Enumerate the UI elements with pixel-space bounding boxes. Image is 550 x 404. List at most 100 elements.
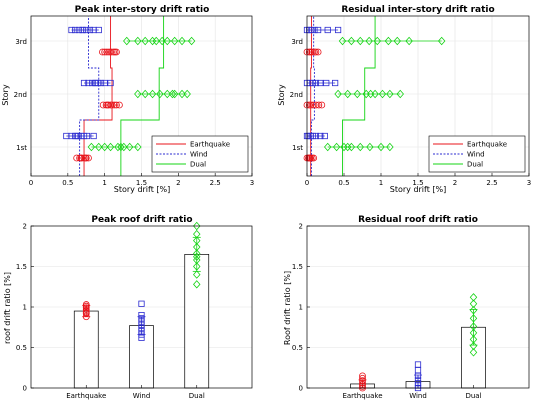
plot-frame <box>306 15 530 177</box>
y-tick-label: 2nd <box>290 91 303 99</box>
data-point-wind <box>138 334 145 341</box>
envelope-line-earthquake <box>83 16 113 176</box>
x-tick-label: 1.5 <box>412 179 423 187</box>
x-tick-label: 1 <box>102 179 106 187</box>
data-point-dual <box>365 36 373 46</box>
data-point-wind <box>324 26 331 34</box>
data-point-dual <box>386 89 394 99</box>
data-point-earthquake <box>116 101 123 109</box>
y-tick-label: 2 <box>23 223 27 231</box>
data-point-dual <box>343 142 352 152</box>
x-tick-label: Dual <box>189 392 205 400</box>
data-point-wind <box>68 26 75 34</box>
data-point-dual <box>353 89 362 99</box>
x-tick-label: 0 <box>29 179 33 187</box>
x-tick-label: 0.5 <box>62 179 73 187</box>
data-point-earthquake <box>318 101 326 109</box>
data-point-earthquake <box>99 48 106 56</box>
x-tick-label: 2 <box>176 179 180 187</box>
data-point-dual <box>338 36 347 46</box>
x-tick-label: 0 <box>305 179 309 187</box>
data-point-dual <box>158 36 166 46</box>
y-tick-label: 0 <box>299 385 303 393</box>
data-point-earthquake <box>99 101 107 109</box>
data-point-dual <box>163 89 172 99</box>
data-point-earthquake <box>110 101 118 109</box>
y-tick-label: 0.5 <box>16 344 27 352</box>
data-point-dual <box>178 36 186 46</box>
data-point-dual <box>117 142 125 152</box>
x-tick-label: Dual <box>465 392 481 400</box>
data-point-dual <box>393 36 402 46</box>
data-point-dual <box>323 142 332 152</box>
y-tick-label: 0.5 <box>292 344 303 352</box>
data-point-wind <box>73 132 80 140</box>
data-point-dual <box>141 89 149 99</box>
y-axis-label: Story <box>1 84 10 105</box>
data-point-dual <box>469 348 478 357</box>
data-point-wind <box>332 79 339 87</box>
data-point-earthquake <box>307 101 315 109</box>
bar-wind <box>129 325 154 389</box>
data-point-dual <box>156 89 164 99</box>
plot-frame <box>306 225 530 389</box>
data-point-earthquake <box>312 48 320 56</box>
data-point-earthquake <box>108 101 116 109</box>
data-point-wind <box>90 132 97 140</box>
data-point-earthquake <box>314 48 322 56</box>
data-point-wind <box>312 132 319 140</box>
data-point-dual <box>95 142 103 152</box>
data-point-dual <box>120 142 128 152</box>
data-point-dual <box>340 142 348 152</box>
x-tick-label: Wind <box>133 392 151 400</box>
data-point-dual <box>366 142 374 152</box>
data-point-dual <box>356 36 365 46</box>
data-point-dual <box>87 142 96 152</box>
data-point-dual <box>152 36 160 46</box>
data-point-wind <box>101 79 108 87</box>
data-point-dual <box>373 36 382 46</box>
data-point-dual <box>148 89 157 99</box>
data-point-dual <box>334 89 342 99</box>
y-tick-label: 0 <box>23 385 27 393</box>
data-point-earthquake <box>113 101 120 109</box>
data-point-dual <box>384 36 393 46</box>
y-tick-label: 3rd <box>15 38 27 46</box>
data-point-dual <box>356 142 365 152</box>
x-tick-label: Earthquake <box>66 392 106 400</box>
panel-residual-interstory: Residual inter-story drift ratio Story d… <box>277 5 531 194</box>
data-point-wind <box>85 79 92 87</box>
data-point-dual <box>178 89 186 99</box>
data-point-dual <box>148 36 157 46</box>
data-point-dual <box>187 36 196 46</box>
plot-frame <box>30 225 253 389</box>
data-point-dual <box>377 142 385 152</box>
data-point-dual <box>141 36 149 46</box>
data-point-dual <box>332 142 341 152</box>
chart-title: Peak inter-story drift ratio <box>75 5 210 15</box>
legend-label-wind: Wind <box>467 151 485 159</box>
y-tick-label: 1st <box>16 144 27 152</box>
data-point-wind <box>83 26 90 34</box>
data-point-earthquake <box>107 48 115 56</box>
data-point-wind <box>83 132 91 140</box>
x-tick-label: 2.5 <box>486 179 497 187</box>
x-tick-label: 3 <box>250 179 254 187</box>
data-point-wind <box>138 300 145 307</box>
chart-title: Peak roof drift ratio <box>91 215 192 225</box>
data-point-wind <box>314 26 322 34</box>
y-tick-label: 1 <box>23 304 27 312</box>
data-point-wind <box>107 79 114 87</box>
x-tick-label: 2 <box>453 179 457 187</box>
data-point-dual <box>193 280 201 289</box>
envelope-line-earthquake <box>310 16 312 176</box>
data-point-dual <box>125 142 134 152</box>
legend-label-dual: Dual <box>190 161 206 169</box>
data-point-dual <box>106 142 115 152</box>
data-point-dual <box>114 142 122 152</box>
data-point-earthquake <box>85 154 92 162</box>
y-tick-label: 1.5 <box>16 263 27 271</box>
data-point-wind <box>92 79 99 87</box>
y-tick-label: 3rd <box>291 38 303 46</box>
data-point-dual <box>170 36 179 46</box>
